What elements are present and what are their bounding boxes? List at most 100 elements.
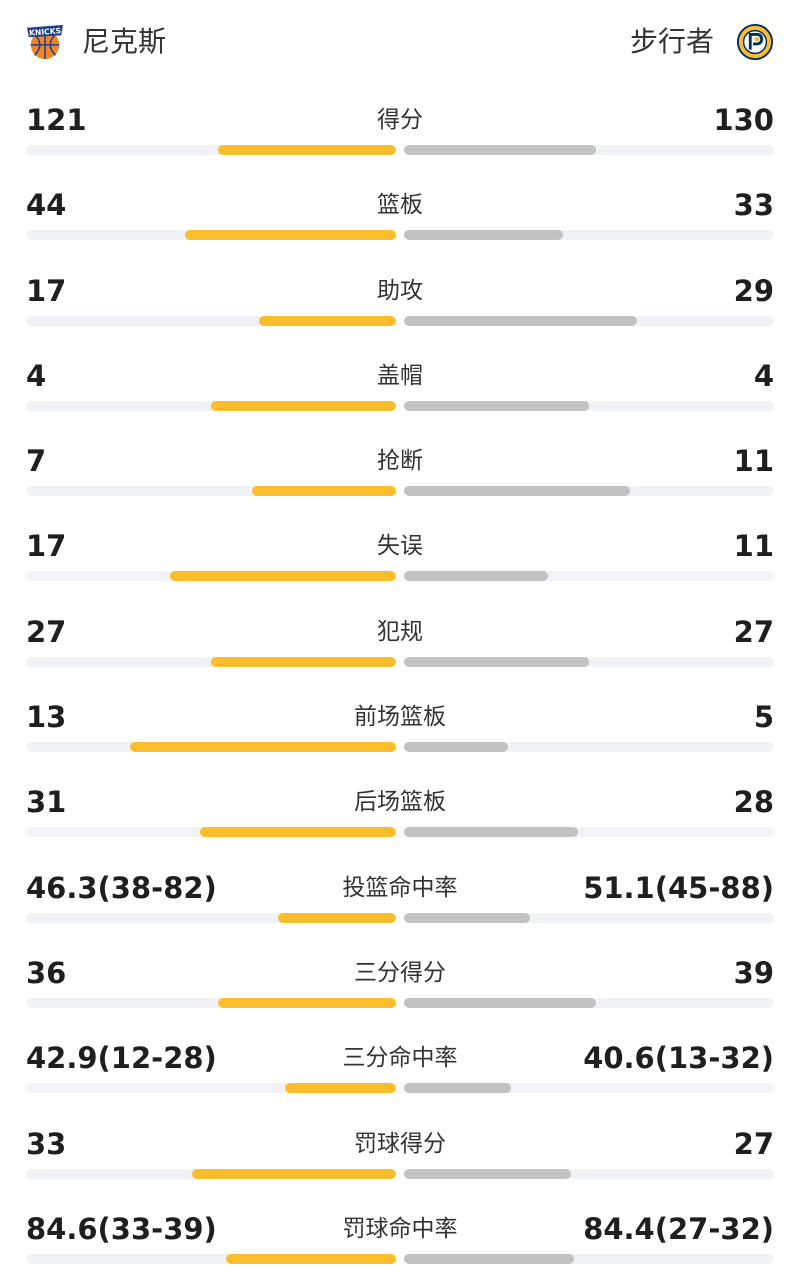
home-stat-bar bbox=[252, 486, 396, 497]
away-stat-value: 130 bbox=[713, 103, 774, 137]
away-stat-bar bbox=[404, 912, 530, 923]
stat-label: 助攻 bbox=[377, 277, 423, 304]
stat-row: 4 盖帽 4 bbox=[0, 346, 800, 431]
home-stat-value: 121 bbox=[26, 103, 87, 137]
stat-label: 三分得分 bbox=[354, 959, 446, 986]
away-stat-value: 84.4(27-32) bbox=[583, 1211, 774, 1246]
away-stat-value: 11 bbox=[733, 529, 774, 564]
home-stat-value: 4 bbox=[26, 358, 47, 393]
stat-row: 42.9(12-28) 三分命中率 40.6(13-32) bbox=[0, 1028, 800, 1113]
home-stat-value: 17 bbox=[26, 529, 67, 564]
home-stat-value: 42.9(12-28) bbox=[26, 1041, 217, 1076]
stat-row: 33 罚球得分 27 bbox=[0, 1114, 800, 1199]
home-team[interactable]: KNICKS 尼克斯 bbox=[26, 20, 166, 64]
stat-label: 投篮命中率 bbox=[342, 874, 458, 901]
stat-row: 17 助攻 29 bbox=[0, 261, 800, 346]
away-stat-value: 51.1(45-88) bbox=[583, 870, 774, 905]
away-stat-bar bbox=[404, 1253, 574, 1264]
home-stat-track bbox=[26, 1083, 396, 1094]
home-stat-value: 44 bbox=[26, 188, 67, 223]
stat-label: 失误 bbox=[377, 533, 423, 560]
away-team-name: 步行者 bbox=[629, 25, 714, 58]
home-stat-value: 33 bbox=[26, 1126, 67, 1161]
home-stat-value: 17 bbox=[26, 273, 67, 308]
away-stat-track bbox=[404, 1083, 774, 1094]
away-stat-bar bbox=[404, 486, 630, 497]
home-stat-bar bbox=[218, 145, 396, 155]
stat-row: 7 抢断 11 bbox=[0, 431, 800, 516]
home-stat-track bbox=[26, 1253, 396, 1264]
stat-label: 后场篮板 bbox=[354, 789, 446, 816]
stat-label: 前场篮板 bbox=[354, 704, 446, 731]
home-stat-value: 46.3(38-82) bbox=[26, 870, 217, 905]
home-stat-track bbox=[26, 912, 396, 923]
away-stat-track bbox=[404, 656, 774, 667]
stat-row: 36 三分得分 39 bbox=[0, 943, 800, 1028]
home-stat-bar bbox=[285, 1083, 396, 1094]
stat-row: 31 后场篮板 28 bbox=[0, 772, 800, 857]
away-stat-value: 27 bbox=[733, 614, 774, 649]
away-stat-track bbox=[404, 1253, 774, 1264]
away-stat-bar bbox=[404, 571, 548, 582]
home-stat-bar bbox=[211, 400, 396, 411]
away-stat-bar bbox=[404, 997, 596, 1008]
stat-row: 13 前场篮板 5 bbox=[0, 687, 800, 772]
away-stat-track bbox=[404, 571, 774, 582]
away-stat-value: 5 bbox=[753, 700, 774, 735]
stat-label: 犯规 bbox=[377, 618, 423, 645]
away-stat-bar bbox=[404, 742, 508, 753]
home-stat-value: 31 bbox=[26, 785, 67, 820]
home-stat-track bbox=[26, 486, 396, 497]
svg-text:KNICKS: KNICKS bbox=[29, 26, 62, 37]
away-stat-value: 11 bbox=[733, 444, 774, 479]
home-stat-track bbox=[26, 400, 396, 411]
home-stat-track bbox=[26, 571, 396, 582]
away-stat-track bbox=[404, 912, 774, 923]
home-stat-bar bbox=[192, 1168, 396, 1179]
home-stat-value: 7 bbox=[26, 444, 47, 479]
home-stat-track bbox=[26, 315, 396, 326]
stat-row: 44 篮板 33 bbox=[0, 175, 800, 260]
stat-row: 121 得分 130 bbox=[0, 90, 800, 175]
stat-row: 84.6(33-39) 罚球命中率 84.4(27-32) bbox=[0, 1199, 800, 1284]
away-stat-track bbox=[404, 997, 774, 1008]
away-stat-bar bbox=[404, 230, 563, 241]
away-stat-track bbox=[404, 315, 774, 326]
home-team-name: 尼克斯 bbox=[82, 25, 167, 58]
away-stat-track bbox=[404, 145, 774, 155]
home-stat-track bbox=[26, 1168, 396, 1179]
stat-row: 27 犯规 27 bbox=[0, 602, 800, 687]
away-stat-value: 40.6(13-32) bbox=[583, 1041, 774, 1076]
stat-label: 罚球命中率 bbox=[342, 1215, 458, 1242]
away-stat-bar bbox=[404, 1083, 511, 1094]
home-stat-bar bbox=[259, 315, 396, 326]
home-stat-track bbox=[26, 656, 396, 667]
away-stat-track bbox=[404, 400, 774, 411]
home-stat-bar bbox=[185, 230, 396, 241]
stat-label: 罚球得分 bbox=[354, 1130, 446, 1157]
team-header: KNICKS 尼克斯 步行者 bbox=[0, 0, 800, 90]
home-stat-value: 27 bbox=[26, 614, 67, 649]
home-stat-bar bbox=[130, 742, 396, 753]
away-stat-bar bbox=[404, 656, 589, 667]
home-stat-track bbox=[26, 997, 396, 1008]
away-team[interactable]: 步行者 bbox=[630, 20, 774, 64]
away-stat-value: 27 bbox=[733, 1126, 774, 1161]
stat-row: 17 失误 11 bbox=[0, 516, 800, 601]
away-stat-bar bbox=[404, 145, 596, 155]
away-stat-value: 33 bbox=[733, 188, 774, 223]
home-stat-value: 13 bbox=[26, 700, 67, 735]
away-stat-bar bbox=[404, 315, 637, 326]
away-stat-track bbox=[404, 827, 774, 838]
away-stat-track bbox=[404, 230, 774, 241]
home-stat-bar bbox=[218, 997, 396, 1008]
home-stat-track bbox=[26, 827, 396, 838]
away-stat-track bbox=[404, 742, 774, 753]
home-stat-track bbox=[26, 145, 396, 155]
stat-label: 篮板 bbox=[377, 192, 423, 219]
away-stat-value: 4 bbox=[753, 358, 774, 393]
home-stat-track bbox=[26, 742, 396, 753]
home-stat-bar bbox=[170, 571, 396, 582]
pacers-logo-icon bbox=[736, 23, 774, 61]
stat-label: 得分 bbox=[377, 107, 423, 133]
